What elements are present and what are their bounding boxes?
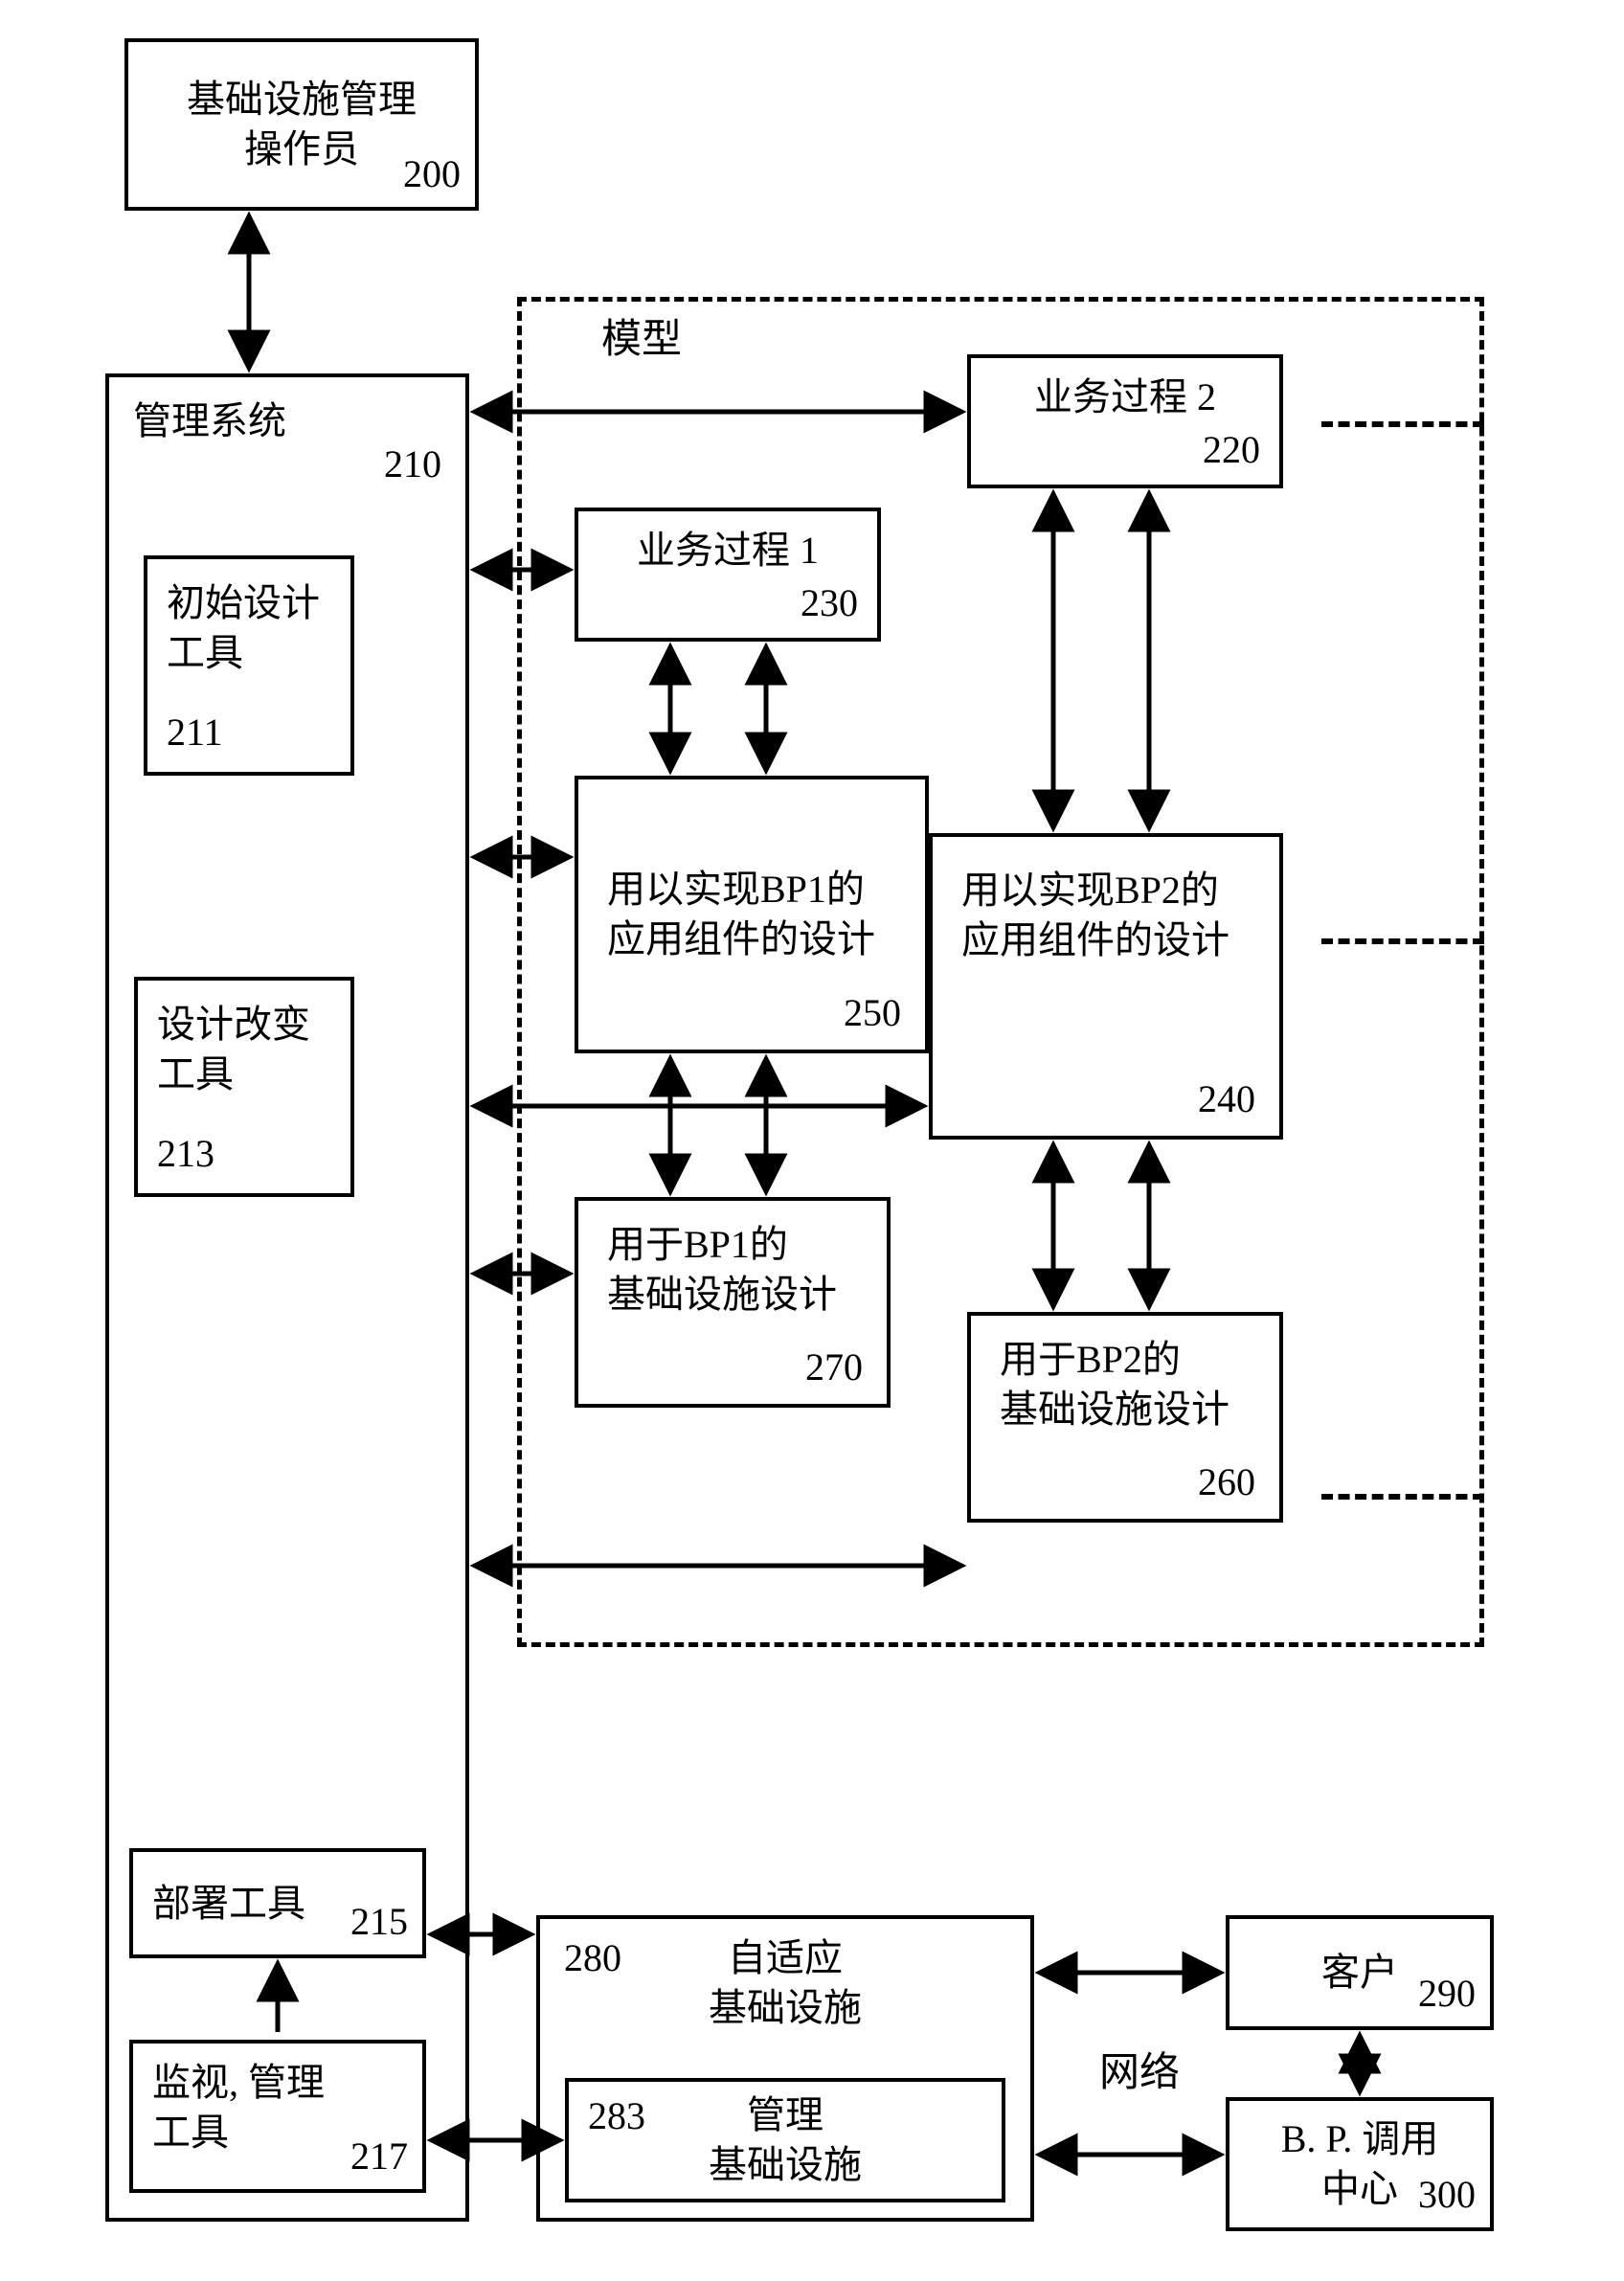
node-290: 客户 290 (1226, 1915, 1494, 2030)
node-280-num: 280 (564, 1933, 621, 1983)
dash-cont-1 (1321, 421, 1484, 427)
node-260-line2: 基础设施设计 (1000, 1385, 1229, 1434)
node-300-line1: B. P. 调用 (1249, 2114, 1471, 2164)
node-211: 初始设计 工具 211 (144, 555, 354, 776)
model-label: 模型 (594, 306, 689, 365)
node-230-num: 230 (801, 578, 858, 628)
node-213-line2: 工具 (157, 1050, 234, 1099)
node-217-num: 217 (350, 2132, 408, 2181)
node-215-num: 215 (350, 1897, 408, 1947)
node-200-num: 200 (403, 149, 461, 199)
node-240: 用以实现BP2的 应用组件的设计 240 (929, 833, 1283, 1140)
node-200-line1: 基础设施管理 (187, 75, 417, 124)
node-213: 设计改变 工具 213 (134, 977, 354, 1197)
node-250-line2: 应用组件的设计 (607, 915, 875, 964)
node-283-line2: 基础设施 (588, 2140, 982, 2190)
node-283-num: 283 (588, 2091, 645, 2141)
node-213-line1: 设计改变 (157, 1000, 310, 1050)
node-217: 监视, 管理 工具 217 (129, 2040, 426, 2193)
node-210-num: 210 (384, 440, 441, 489)
node-260-line1: 用于BP2的 (1000, 1335, 1181, 1385)
node-290-num: 290 (1418, 1969, 1476, 2019)
node-300: B. P. 调用 中心 300 (1226, 2097, 1494, 2231)
node-300-num: 300 (1418, 2170, 1476, 2220)
node-230: 业务过程 1 230 (575, 508, 881, 642)
node-215: 部署工具 215 (129, 1848, 426, 1958)
node-217-line1: 监视, 管理 (152, 2058, 325, 2108)
node-220: 业务过程 2 220 (967, 354, 1283, 488)
node-270-line1: 用于BP1的 (607, 1220, 788, 1270)
node-280-line1: 自适应 (559, 1933, 1011, 1983)
network-label: 网络 (1092, 2040, 1187, 2098)
node-260: 用于BP2的 基础设施设计 260 (967, 1312, 1283, 1523)
node-211-line2: 工具 (167, 628, 243, 678)
node-200-line2: 操作员 (244, 124, 359, 174)
node-213-num: 213 (157, 1129, 214, 1179)
node-240-num: 240 (1198, 1074, 1255, 1124)
node-283: 管理 基础设施 283 (565, 2078, 1005, 2202)
node-220-num: 220 (1203, 425, 1260, 475)
node-283-line1: 管理 (588, 2090, 982, 2140)
node-270-line2: 基础设施设计 (607, 1270, 837, 1320)
node-250-num: 250 (844, 988, 901, 1038)
node-217-line2: 工具 (152, 2108, 229, 2157)
node-210-title: 管理系统 (133, 396, 286, 446)
node-250-line1: 用以实现BP1的 (607, 865, 865, 915)
node-211-num: 211 (167, 708, 223, 757)
node-240-line2: 应用组件的设计 (961, 915, 1229, 965)
node-211-line1: 初始设计 (167, 578, 320, 628)
node-240-line1: 用以实现BP2的 (961, 866, 1219, 915)
dash-cont-2 (1321, 938, 1484, 944)
node-260-num: 260 (1198, 1457, 1255, 1507)
node-220-title: 业务过程 2 (1034, 373, 1216, 422)
node-215-title: 部署工具 (152, 1879, 305, 1929)
node-200: 基础设施管理 操作员 200 (124, 38, 479, 211)
node-270: 用于BP1的 基础设施设计 270 (575, 1197, 891, 1408)
node-230-title: 业务过程 1 (637, 526, 819, 576)
node-270-num: 270 (805, 1343, 863, 1392)
dash-cont-3 (1321, 1494, 1484, 1500)
diagram-canvas: 模型 基础设施管理 操作员 200 管理系统 210 初始设计 工具 211 设… (0, 0, 1624, 2281)
node-280-line2: 基础设施 (559, 1983, 1011, 2033)
node-250: 用以实现BP1的 应用组件的设计 250 (575, 776, 929, 1053)
